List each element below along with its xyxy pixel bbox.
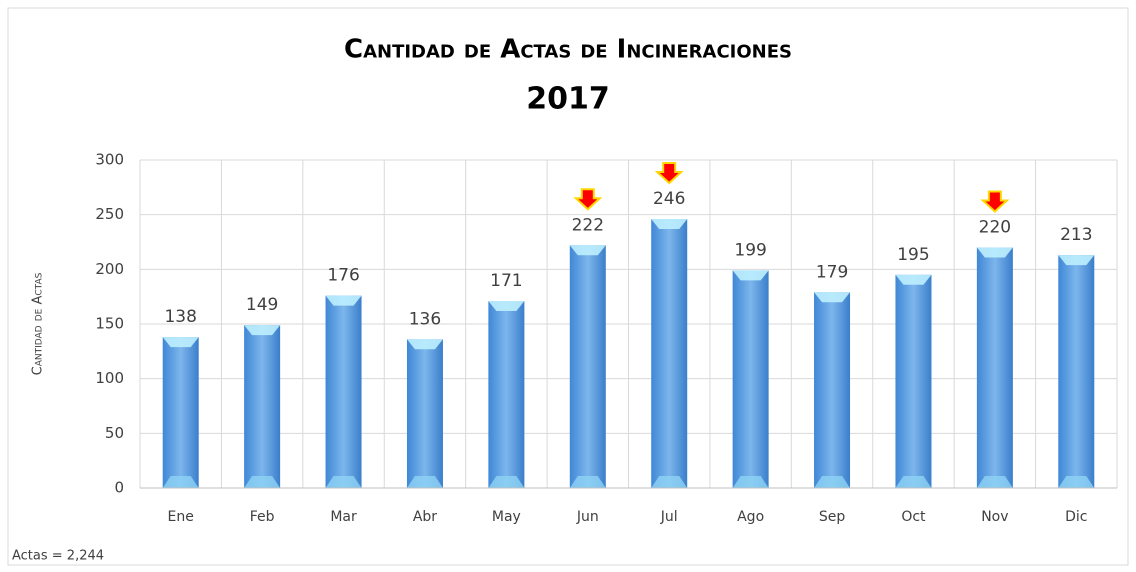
bar (651, 219, 688, 489)
bar-base (325, 476, 362, 488)
bar (895, 274, 932, 488)
bar (244, 325, 281, 488)
bar (488, 301, 525, 488)
y-tick-label: 300 (95, 151, 124, 169)
bar-cap (406, 339, 443, 350)
data-label: 171 (490, 271, 522, 291)
bar-cap (162, 337, 199, 348)
x-tick-label: Oct (901, 509, 926, 525)
data-label: 179 (816, 262, 848, 282)
data-label: 149 (246, 295, 278, 315)
bar-base (406, 476, 443, 488)
data-label: 246 (653, 189, 685, 209)
x-tick-label: Nov (981, 509, 1008, 525)
bar-cap (732, 270, 769, 281)
x-tick-label: Ene (168, 509, 194, 525)
bar (406, 339, 443, 488)
data-label: 199 (734, 240, 766, 260)
y-tick-label: 250 (95, 205, 124, 223)
bar-base (976, 476, 1013, 488)
bar-base (895, 476, 932, 488)
data-label: 220 (979, 217, 1011, 237)
bar-base (1058, 476, 1095, 488)
bar (814, 292, 851, 488)
bar-base (569, 476, 606, 488)
highlight-arrow (980, 190, 1010, 213)
bar (732, 270, 769, 488)
bar-cap (1058, 255, 1095, 266)
data-label: 138 (164, 307, 196, 327)
y-tick-label: 100 (95, 369, 124, 387)
highlight-arrow (573, 188, 603, 211)
annotation: Actas = 2,244 (12, 549, 104, 564)
bar (162, 337, 199, 488)
data-label: 195 (897, 245, 929, 265)
x-tick-label: May (492, 509, 521, 525)
bar-cap (976, 247, 1013, 258)
x-tick-label: Mar (330, 509, 357, 525)
bar-cap (325, 295, 362, 306)
y-tick-label: 0 (114, 479, 124, 497)
bar (976, 247, 1013, 488)
bar-base (651, 476, 688, 488)
bar-cap (244, 325, 281, 336)
bar-base (732, 476, 769, 488)
bar-cap (895, 274, 932, 285)
x-tick-label: Abr (413, 509, 437, 525)
chart-subtitle: 2017 (526, 82, 610, 117)
x-tick-label: Ago (737, 509, 764, 525)
x-tick-label: Dic (1065, 509, 1087, 525)
bar-cap (488, 301, 525, 312)
bar (569, 245, 606, 488)
bar-cap (814, 292, 851, 303)
y-tick-label: 200 (95, 260, 124, 278)
x-tick-label: Jul (660, 509, 678, 525)
bar-base (244, 476, 281, 488)
data-label: 213 (1060, 225, 1092, 245)
y-tick-label: 50 (105, 424, 124, 442)
bar-cap (651, 219, 688, 230)
data-label: 136 (409, 309, 441, 329)
x-tick-label: Feb (250, 509, 275, 525)
y-axis-label: Cantidad de Actas (31, 272, 46, 375)
bar (325, 295, 362, 488)
bar-cap (569, 245, 606, 256)
bar-base (814, 476, 851, 488)
bar-base (488, 476, 525, 488)
bar-base (162, 476, 199, 488)
x-tick-label: Sep (819, 509, 846, 525)
chart-title: Cantidad de Actas de Incineraciones (344, 35, 792, 65)
highlight-arrow (654, 162, 684, 185)
data-label: 222 (572, 215, 604, 235)
x-tick-label: Jun (576, 509, 599, 525)
bar (1058, 255, 1095, 488)
data-label: 176 (327, 266, 359, 286)
y-tick-label: 150 (95, 315, 124, 333)
